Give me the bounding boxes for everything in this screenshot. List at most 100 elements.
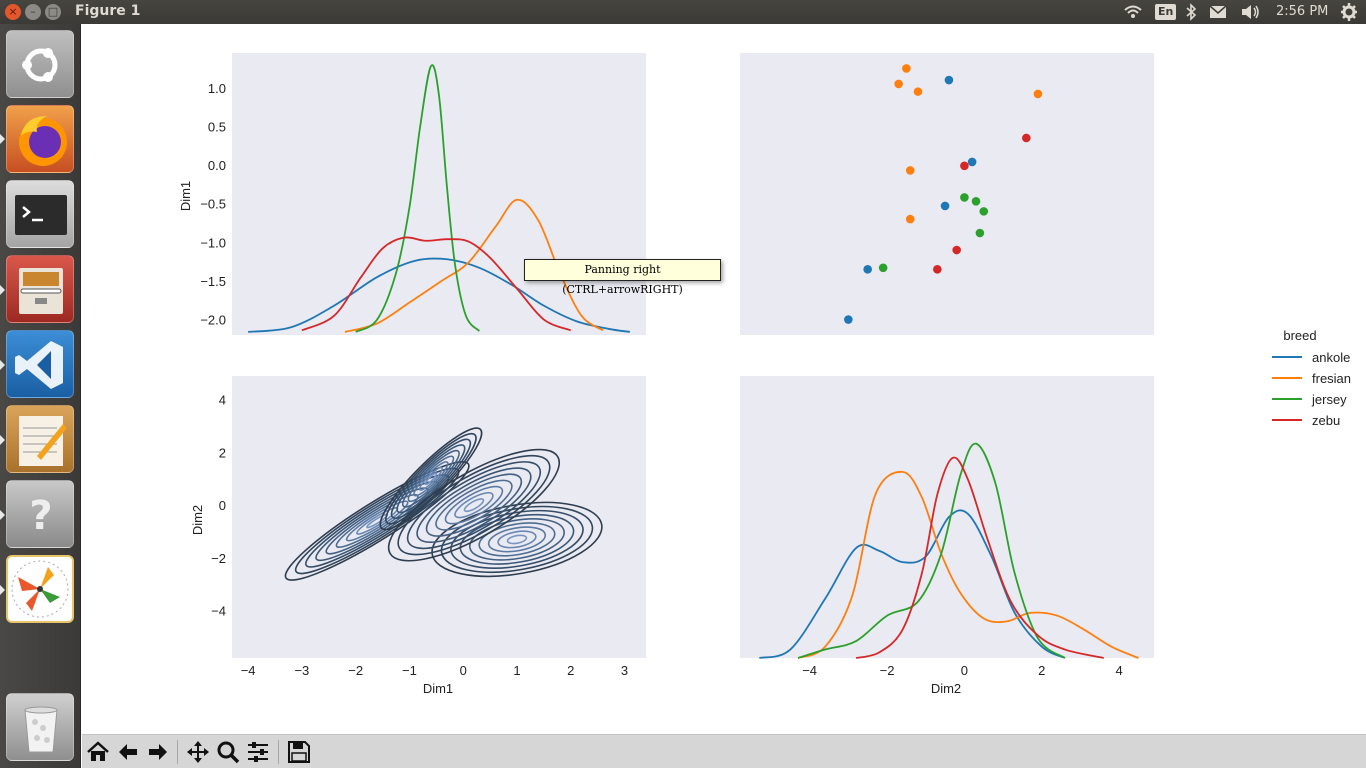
legend: ankole fresian jersey zebu [1272, 350, 1351, 428]
contour-line-3 [463, 498, 485, 513]
kde-line-ankole-top-left [248, 257, 630, 333]
running-indicator [0, 510, 5, 520]
contour-line-2 [390, 438, 472, 519]
y-tick-label-top: 1.0 [208, 81, 226, 96]
contour-line-1 [506, 534, 528, 545]
contour-line-0 [315, 480, 440, 562]
legend-title: breed [1283, 328, 1316, 343]
contour-line-1 [478, 522, 556, 557]
contour-line-3 [444, 485, 504, 525]
y-tick-label-top: 0.5 [208, 119, 226, 134]
pinwheel-app-icon [11, 560, 69, 618]
scatter-point-fresian [905, 166, 915, 175]
x-tick-label-left: −2 [348, 663, 363, 678]
x-axis-label-left: Dim1 [423, 681, 453, 696]
x-tick-label-right: −4 [802, 663, 817, 678]
zoom-button[interactable] [214, 738, 242, 766]
running-indicator [0, 285, 5, 295]
scatter-point-zebu [1022, 133, 1031, 143]
back-button[interactable] [114, 738, 142, 766]
close-window-button[interactable]: × [5, 4, 21, 20]
launcher-item-file-manager[interactable] [6, 255, 74, 323]
y-tick-label-bottom: 0 [219, 498, 226, 513]
legend-label-fresian: fresian [1312, 371, 1351, 386]
pair-plot-svg[interactable]: 1.0 0.5 0.0 −0.5 −1.0 −1.5 −2.0 4 2 0 −2 −4 −4 −3 −2 −1… [82, 24, 1366, 734]
window-title-bar: × – □ Figure 1 En 2:56 PM [0, 0, 1366, 24]
scatter-point-jersey [960, 193, 969, 202]
bluetooth-icon[interactable] [1185, 0, 1197, 24]
home-button[interactable] [84, 738, 112, 766]
volume-icon[interactable] [1240, 0, 1262, 24]
terminal-icon [15, 195, 67, 235]
navigation-toolbar [82, 734, 1366, 768]
launcher-item-firefox[interactable] [6, 105, 74, 173]
launcher-item-vscode[interactable] [6, 330, 74, 398]
maximize-window-button[interactable]: □ [45, 4, 61, 20]
launcher-item-text-editor[interactable] [6, 405, 74, 473]
save-button[interactable] [285, 738, 313, 766]
y-tick-label-top: −1.5 [200, 274, 226, 289]
contour-line-3 [387, 448, 561, 562]
toolbar-separator [278, 740, 279, 764]
x-axis-label-right: Dim2 [931, 681, 961, 696]
y-axis-label-bottom: Dim2 [190, 505, 205, 535]
contour-line-2 [418, 466, 443, 491]
running-indicator [0, 585, 5, 595]
scatter-point-zebu [960, 161, 969, 171]
contour-line-3 [406, 461, 542, 550]
pan-button[interactable] [184, 738, 212, 766]
scatter-point-fresian [894, 79, 903, 89]
axes-top-right[interactable] [740, 53, 1154, 335]
contour-line-3 [454, 491, 494, 519]
contour-line-2 [407, 455, 455, 503]
contour-line-2 [401, 449, 460, 508]
launcher-item-help[interactable]: ? [6, 480, 74, 548]
running-indicator [0, 360, 5, 370]
pan-move-icon [187, 741, 209, 763]
scatter-point-ankole [944, 75, 954, 85]
home-icon [87, 741, 109, 761]
scatter-point-zebu [952, 245, 961, 255]
x-tick-label-left: 0 [460, 663, 467, 678]
firefox-icon [19, 116, 67, 166]
legend-label-zebu: zebu [1312, 413, 1340, 428]
configure-subplots-button[interactable] [244, 738, 272, 766]
forward-button[interactable] [144, 738, 172, 766]
y-axis-label-top: Dim1 [178, 181, 193, 211]
axes-bottom-right[interactable] [740, 376, 1154, 658]
file-cabinet-icon [19, 268, 63, 314]
mail-icon[interactable] [1208, 0, 1228, 24]
contour-line-1 [497, 530, 537, 549]
x-tick-label-left: 1 [513, 663, 520, 678]
x-tick-label-left: −1 [402, 663, 417, 678]
back-arrow-icon [119, 744, 137, 760]
svg-text:?: ? [29, 493, 52, 539]
launcher-item-ubuntu-dash[interactable] [6, 30, 74, 98]
settings-gear-icon[interactable] [1340, 0, 1358, 24]
contour-line-2 [413, 461, 449, 497]
launcher-item-trash[interactable] [6, 693, 74, 761]
kde-line-fresian-top-left [344, 198, 604, 333]
contour-line-3 [397, 454, 551, 556]
y-tick-label-top: −1.0 [200, 235, 226, 250]
scatter-point-ankole [863, 265, 872, 274]
y-tick-label-bottom: 4 [219, 393, 226, 408]
figure-canvas[interactable]: 1.0 0.5 0.0 −0.5 −1.0 −1.5 −2.0 4 2 0 −2 −4 −4 −3 −2 −1… [82, 24, 1366, 734]
launcher-item-color-picker-app[interactable] [6, 555, 74, 623]
kde-line-zebu-top-left [301, 236, 572, 332]
pan-tooltip: Panning right (CTRL+arrowRIGHT) [524, 259, 721, 296]
toolbar-separator [177, 740, 178, 764]
y-tick-label-bottom: −4 [211, 604, 226, 619]
clock[interactable]: 2:56 PM [1276, 4, 1329, 19]
minimize-window-button[interactable]: – [25, 4, 41, 20]
scatter-point-jersey [975, 228, 985, 238]
help-question-icon: ? [29, 493, 52, 539]
legend-label-jersey: jersey [1311, 392, 1347, 407]
running-indicator [0, 134, 5, 144]
y-tick-label-top: −0.5 [200, 197, 226, 212]
wifi-icon[interactable] [1123, 0, 1143, 24]
scatter-point-jersey [979, 207, 989, 216]
kde-line-zebu-bottom-right [855, 456, 1104, 659]
launcher-item-terminal[interactable] [6, 180, 74, 248]
keyboard-language-indicator[interactable]: En [1155, 0, 1177, 24]
